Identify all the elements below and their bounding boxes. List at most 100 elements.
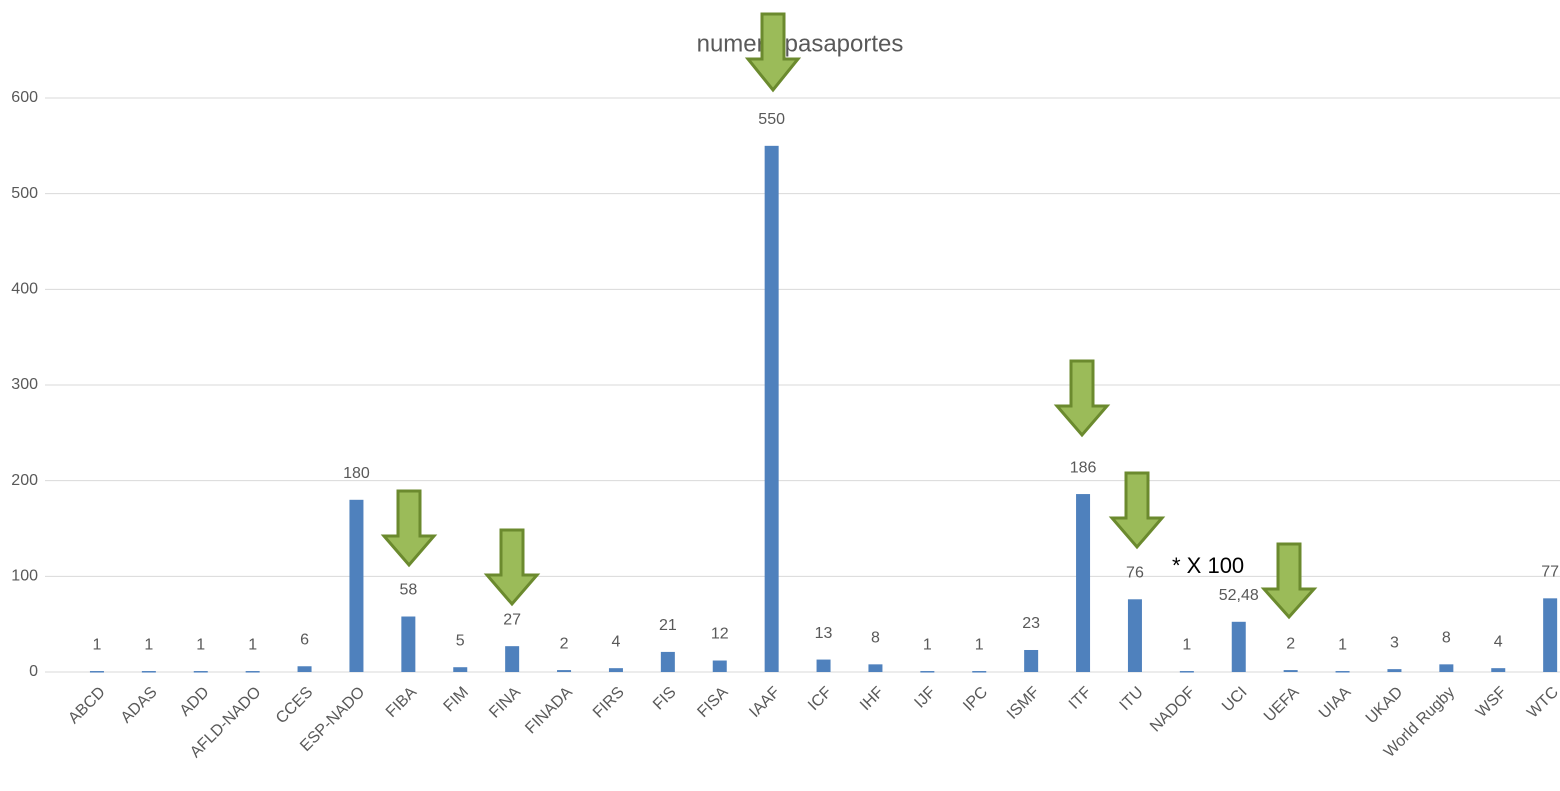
bar (608, 668, 623, 672)
x-tick-label: FIRS (590, 684, 628, 722)
data-label: 8 (871, 630, 880, 647)
bar (297, 666, 312, 672)
data-label: 3 (1390, 634, 1399, 651)
y-tick-label: 100 (11, 568, 38, 585)
x-tick-label: IAAF (746, 684, 783, 721)
x-tick-label: FISA (694, 684, 731, 721)
bar (401, 616, 416, 672)
data-label: 1 (196, 636, 205, 653)
data-label: 27 (503, 611, 521, 628)
x-tick-label: FIS (650, 684, 680, 714)
bar (816, 659, 831, 672)
bar (972, 671, 987, 673)
bar (1179, 671, 1194, 673)
arrow (380, 489, 438, 568)
data-label: 1 (92, 636, 101, 653)
x-tick-label: ADD (177, 684, 213, 720)
data-label: 76 (1126, 565, 1144, 582)
bar (1439, 664, 1454, 672)
x-tick-label: ISMF (1004, 684, 1043, 723)
x-tick-label: IPC (960, 684, 991, 715)
x-tick-label: FIBA (383, 684, 420, 721)
data-label: 58 (399, 582, 417, 599)
y-tick-label: 200 (11, 472, 38, 489)
x-tick-label: ADAS (118, 684, 161, 727)
y-tick-label: 500 (11, 185, 38, 202)
x-tick-label: NADOF (1147, 684, 1199, 736)
x-tick-label: FINA (486, 684, 524, 722)
x-tick-label: WTC (1524, 684, 1560, 722)
arrow (744, 12, 802, 93)
bar (349, 499, 364, 672)
x-tick-label: ABCD (65, 684, 108, 727)
x-tick-label: WSF (1473, 684, 1510, 721)
bar (712, 660, 727, 672)
bar (1127, 599, 1142, 672)
data-label: 1 (923, 636, 932, 653)
bar (505, 646, 520, 672)
chart-title: numero pasaportes (697, 30, 904, 57)
bar (1231, 621, 1246, 672)
bar (89, 671, 104, 673)
x-tick-label: UCI (1219, 684, 1251, 716)
y-tick-label: 300 (11, 376, 38, 393)
data-label: 550 (758, 111, 785, 128)
y-tick-label: 0 (29, 663, 38, 680)
data-label: 8 (1442, 630, 1451, 647)
bar (1283, 670, 1298, 672)
x-tick-label: UIAA (1316, 684, 1355, 723)
bar (660, 651, 675, 672)
data-label: 1 (248, 636, 257, 653)
arrow (1260, 542, 1318, 620)
x-tick-label: ICF (805, 684, 835, 714)
data-label: 4 (611, 633, 620, 650)
plot-area: 0100200300400500600ABCD1ADAS1ADD1AFLD-NA… (11, 89, 1560, 761)
bar (1387, 669, 1402, 672)
data-label: 2 (560, 635, 569, 652)
bar (141, 671, 156, 673)
data-label: 1 (1182, 636, 1191, 653)
x-tick-label: IJF (911, 684, 939, 712)
data-label: 1 (1338, 636, 1347, 653)
x-tick-label: UKAD (1363, 684, 1406, 727)
bar (868, 664, 883, 672)
bar (1335, 671, 1350, 673)
y-tick-label: 600 (11, 89, 38, 106)
data-label: 12 (711, 626, 729, 643)
bar (764, 145, 779, 673)
arrow (1053, 359, 1111, 438)
arrow (1108, 471, 1166, 550)
bar (193, 671, 208, 673)
bar (557, 670, 572, 672)
x-tick-label: FIM (441, 684, 473, 716)
data-label: 77 (1541, 564, 1559, 581)
bar (1543, 598, 1558, 672)
data-label: 180 (343, 465, 370, 482)
x-tick-label: UEFA (1261, 684, 1303, 726)
data-label: 4 (1494, 633, 1503, 650)
y-tick-label: 400 (11, 281, 38, 298)
data-label: 21 (659, 617, 677, 634)
arrows (380, 12, 1318, 620)
arrow (483, 528, 541, 607)
x-tick-label: ITU (1117, 684, 1147, 714)
data-label: 186 (1070, 459, 1097, 476)
data-label: 2 (1286, 635, 1295, 652)
annotation: * X 100 (1172, 553, 1244, 578)
bar (920, 671, 935, 673)
x-tick-label: IHF (857, 684, 887, 714)
data-label: 1 (144, 636, 153, 653)
x-tick-label: ITF (1066, 684, 1095, 713)
bar (245, 671, 260, 673)
data-label: 13 (815, 625, 833, 642)
bar (1076, 494, 1091, 672)
x-tick-label: CCES (273, 684, 316, 727)
data-label: 5 (456, 632, 465, 649)
data-label: 23 (1022, 615, 1040, 632)
data-label: 6 (300, 631, 309, 648)
data-label: 52,48 (1219, 587, 1259, 604)
data-label: 1 (975, 636, 984, 653)
bar (1491, 668, 1506, 672)
bar (1024, 649, 1039, 672)
